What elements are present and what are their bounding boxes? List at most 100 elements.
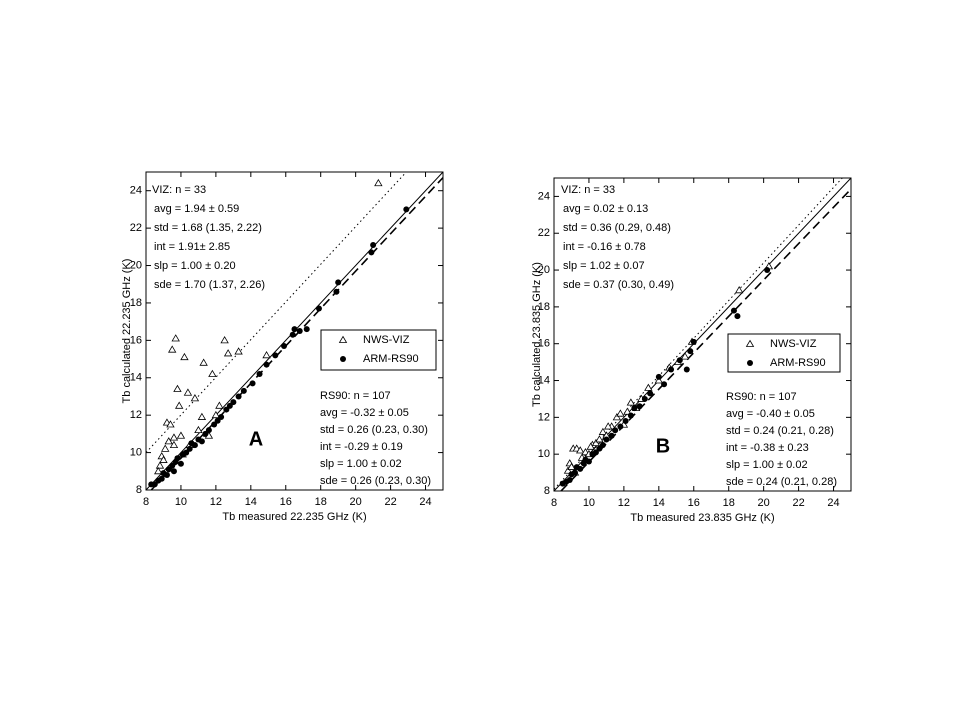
triangle-point [215,401,224,409]
triangle-point [223,349,233,357]
y-tick-label: 20 [538,264,550,276]
dot-point [368,249,375,256]
triangle-point [169,440,179,449]
dot-point [333,288,340,295]
triangle-point [734,286,744,294]
y-tick-label: 22 [538,227,550,239]
dot-point [612,427,619,434]
triangle-point [176,431,186,439]
dot-point [661,381,668,388]
rs90-stat: slp = 1.00 ± 0.02 [726,459,808,471]
legend-label: NWS-VIZ [770,338,817,350]
dot-point [577,465,584,472]
rs90-stat: sde = 0.26 (0.23, 0.30) [320,475,431,487]
y-tick-label: 10 [130,446,142,458]
x-tick-label: 24 [827,497,839,509]
dot-point [571,469,578,476]
triangle-point [603,422,613,430]
triangle-point [190,394,200,402]
rs90-stat: RS90: n = 107 [320,390,391,402]
legend-box [727,333,841,373]
viz-stat: sde = 0.37 (0.30, 0.49) [563,279,674,291]
viz-stat: int = 1.91± 2.85 [154,241,230,253]
x-tick-label: 14 [653,497,665,509]
rs90-stat: int = -0.29 ± 0.19 [320,441,403,453]
triangle-point [159,455,168,463]
rs90-stat: slp = 1.00 ± 0.02 [320,458,402,470]
triangle-point [168,345,177,353]
dot-point [163,472,170,479]
dot-point [296,328,303,334]
triangle-point [166,420,175,428]
x-axis-label: Tb measured 23.835 GHz (K) [630,512,774,524]
dot-point [730,307,737,314]
triangle-point [180,352,189,361]
rs90-stat: std = 0.24 (0.21, 0.28) [726,425,834,437]
viz-stat: VIZ: n = 33 [561,184,615,196]
viz-stat: sde = 1.70 (1.37, 2.26) [154,279,265,291]
triangle-point [199,358,208,366]
dot-point [683,366,690,373]
viz-stat: std = 0.36 (0.29, 0.48) [563,222,671,234]
rs90-stat: avg = -0.32 ± 0.05 [320,407,409,419]
x-tick-label: 20 [350,496,362,508]
y-tick-label: 8 [136,484,142,496]
dot-point [235,393,242,400]
dot-point [281,342,288,349]
dot-point [186,445,193,452]
dot-point [622,418,629,425]
dot-point [370,241,377,248]
viz-stat: avg = 1.94 ± 0.59 [154,203,239,215]
rs90-stat: RS90: n = 107 [726,391,797,403]
triangle-point [173,384,182,392]
panel-label: A [249,428,263,450]
dot-point [198,438,205,445]
plot-frame [145,171,444,491]
triangle-point [563,466,573,474]
legend-swatch [747,360,753,366]
dot-point [599,441,606,448]
y-tick-label: 16 [130,334,142,346]
x-axis-label: Tb measured 22.235 GHz (K) [222,511,366,523]
viz-stat: slp = 1.02 ± 0.07 [563,260,645,272]
y-tick-label: 10 [538,448,550,460]
dot-point [566,476,573,483]
dot-point [734,313,741,320]
dot-point [174,455,181,462]
triangle-point [654,376,664,384]
dot-point [764,267,771,274]
dot-point [403,206,410,213]
dot-point [617,423,624,430]
viz-stat: VIZ: n = 33 [152,184,206,196]
x-tick-label: 16 [280,496,292,508]
triangle-point [155,461,165,469]
plot-frame [553,177,852,492]
viz-stat: std = 1.68 (1.35, 2.22) [154,222,262,234]
x-tick-label: 10 [583,497,595,509]
rs90-stat: int = -0.38 ± 0.23 [726,442,809,454]
triangle-point [612,413,622,421]
triangle-point [644,383,653,391]
triangle-point [194,425,203,434]
dot-point [289,331,296,338]
x-tick-label: 18 [315,496,327,508]
dot-point [641,395,648,402]
y-tick-label: 22 [130,222,142,234]
dot-point [636,403,643,410]
viz-stat: int = -0.16 ± 0.78 [563,241,646,253]
y-tick-label: 8 [544,485,550,497]
dot-point [256,371,263,378]
scatter-panel: 8 10 12 14 16 18 20 22 24 8 10 12 14 16 18 20 22 24 Tb mea… [121,171,444,523]
triangle-point [598,427,608,435]
triangle-point [567,462,576,470]
dot-point [687,348,694,355]
rs90-stat: sde = 0.24 (0.21, 0.28) [726,476,837,488]
y-tick-label: 18 [130,297,142,309]
dot-point [218,414,225,421]
x-tick-label: 22 [384,496,396,508]
dot-point [230,399,237,406]
triangle-point [171,334,180,342]
dot-point [303,326,310,333]
y-tick-label: 12 [130,409,142,421]
y-axis-label: Tb calculated 23.835 GHz (K) [531,262,543,407]
